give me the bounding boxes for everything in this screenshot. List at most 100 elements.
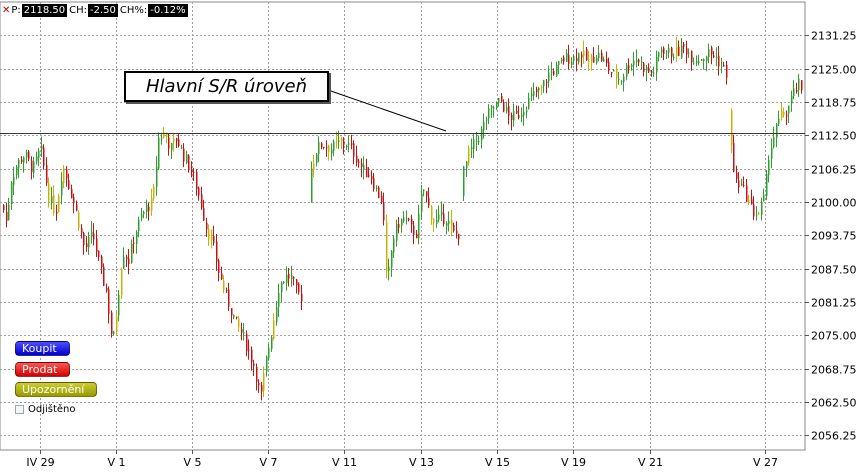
candle-body [583, 50, 585, 57]
candle-body [783, 112, 785, 116]
candle-body [716, 56, 718, 58]
close-icon[interactable]: ✕ [2, 4, 11, 16]
alert-button[interactable]: Upozornění [15, 382, 97, 397]
candle-body [441, 211, 443, 215]
candle-body [638, 59, 640, 63]
candle-body [241, 328, 243, 333]
candle-body [381, 196, 383, 203]
candle-body [706, 56, 708, 62]
candle-body [336, 140, 338, 142]
candle-body [488, 108, 490, 119]
candle-body [558, 61, 560, 66]
y-tick-label: 2131.25 [811, 30, 857, 43]
candle-body [213, 235, 215, 244]
candle-body [293, 277, 295, 279]
sr-annotation[interactable]: Hlavní S/R úroveň [124, 71, 329, 102]
candle-body [126, 257, 128, 260]
candle-body [343, 140, 345, 146]
candle-body [118, 294, 120, 316]
candle-body [423, 189, 425, 192]
candle-body [33, 161, 35, 173]
candle-body [478, 140, 480, 143]
candle-body [553, 71, 555, 75]
candle-body [561, 59, 563, 61]
candle-body [788, 105, 790, 114]
candle-body [653, 72, 655, 74]
candle-body [48, 183, 50, 203]
candle-body [613, 70, 615, 72]
candle-body [338, 140, 340, 143]
candle-body [798, 78, 800, 91]
candle-body [136, 231, 138, 244]
price-value: 2118.50 [21, 3, 68, 17]
candle-body [151, 197, 153, 212]
candle-body [633, 60, 635, 66]
candle-body [93, 233, 95, 240]
sell-button[interactable]: Prodat [15, 362, 70, 377]
candle-body [518, 115, 520, 119]
candle-body [643, 63, 645, 72]
candle-body [603, 59, 605, 62]
candle-body [206, 222, 208, 230]
candle-body [568, 55, 570, 64]
candle-body [473, 139, 475, 149]
candle-body [703, 59, 705, 62]
candle-body [748, 199, 750, 203]
candle-body [693, 62, 695, 64]
candle-body [511, 114, 513, 120]
candle-body [383, 203, 385, 221]
candle-body [688, 52, 690, 54]
candle-body [753, 204, 755, 217]
candle-body [78, 212, 80, 228]
candle-body [388, 266, 390, 271]
candle-body [683, 43, 685, 47]
candle-body [288, 274, 290, 279]
candle-body [448, 220, 450, 224]
x-tick-label: V 11 [332, 456, 357, 469]
candle-body [563, 57, 565, 62]
candle-body [386, 222, 388, 272]
candle-body [766, 174, 768, 196]
candle-body [616, 68, 618, 79]
candle-body [196, 171, 198, 190]
candle-body [261, 385, 263, 392]
candle-body [606, 58, 608, 63]
candle-body [36, 156, 38, 162]
change-pct-value: -0.12% [148, 3, 188, 17]
candle-body [713, 55, 715, 58]
candle-body [741, 183, 743, 186]
candle-body [268, 347, 270, 359]
candle-body [538, 87, 540, 91]
candle-body [183, 148, 185, 162]
candle-body [631, 64, 633, 67]
candle-body [76, 204, 78, 211]
candle-body [453, 225, 455, 231]
candle-body [26, 152, 28, 158]
candle-body [513, 110, 515, 121]
candle-body [466, 161, 468, 169]
candle-body [698, 61, 700, 63]
buy-button[interactable]: Koupit [15, 341, 70, 356]
candle-body [491, 106, 493, 109]
candle-body [578, 53, 580, 63]
candle-body [71, 189, 73, 199]
hedged-checkbox[interactable] [15, 405, 24, 414]
candle-body [551, 71, 553, 73]
candle-body [358, 161, 360, 163]
candle-body [666, 51, 668, 53]
y-tick-label: 2093.75 [811, 230, 857, 243]
candle-body [246, 333, 248, 351]
hedged-toggle[interactable]: Odjištěno [15, 404, 76, 415]
candle-body [291, 275, 293, 279]
candle-body [221, 273, 223, 280]
candle-body [18, 159, 20, 168]
candle-body [203, 207, 205, 221]
candle-body [178, 139, 180, 146]
candle-body [191, 169, 193, 173]
candle-body [301, 293, 303, 302]
candle-body [201, 194, 203, 208]
candle-body [733, 143, 735, 172]
candle-body [516, 111, 518, 114]
candle-body [771, 147, 773, 159]
